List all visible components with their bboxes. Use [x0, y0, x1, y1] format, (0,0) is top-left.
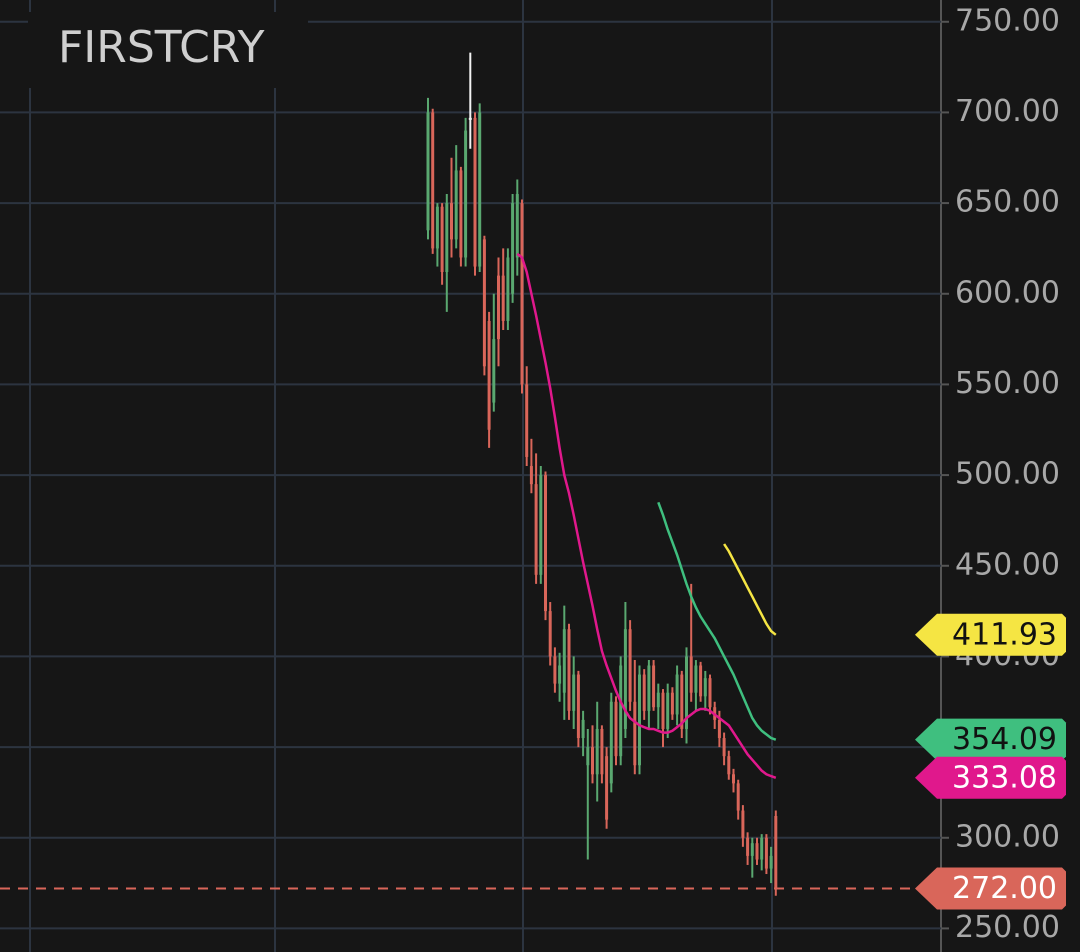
candle-body — [544, 475, 547, 612]
candle-body — [497, 275, 500, 340]
candle-body — [473, 117, 477, 267]
candle-body — [459, 170, 463, 258]
candle-body — [591, 747, 594, 775]
candle-body — [680, 674, 684, 729]
candle-body — [609, 701, 613, 784]
y-tick-label: 700.00 — [955, 94, 1060, 129]
candle-body — [548, 611, 552, 657]
candle-body — [440, 206, 444, 272]
candle-body — [581, 719, 585, 739]
candle-body — [492, 339, 496, 403]
candle-body — [628, 629, 632, 702]
candle-body — [750, 843, 754, 856]
plot — [0, 20, 941, 930]
price-marker-label: 272.00 — [952, 871, 1057, 906]
y-tick-label: 650.00 — [955, 185, 1060, 220]
y-tick-label: 600.00 — [955, 275, 1060, 310]
price-marker-label: 354.09 — [952, 722, 1057, 757]
candle-body — [732, 774, 735, 784]
candle-body — [567, 629, 571, 711]
candle-body — [727, 756, 731, 775]
moving-average-line — [516, 252, 777, 779]
y-tick-label: 300.00 — [955, 819, 1060, 854]
chart-title: FIRSTCRY — [58, 22, 265, 73]
candle-body — [647, 665, 651, 711]
candle-body — [619, 665, 623, 757]
candle-body — [717, 719, 721, 739]
candle-body — [623, 629, 627, 729]
title-box — [28, 12, 308, 88]
candle-body — [539, 475, 543, 575]
candle-body — [741, 810, 745, 838]
candle-body — [464, 130, 468, 258]
candle-body — [525, 384, 529, 457]
candle-body — [736, 783, 740, 811]
candle-body — [638, 674, 641, 766]
candle-body — [595, 728, 599, 775]
candle-body — [722, 738, 726, 757]
candle-body — [652, 665, 656, 708]
price-marker — [915, 718, 1066, 761]
candle-body — [600, 728, 604, 775]
price-marker-label: 333.08 — [952, 760, 1057, 795]
candle-body — [666, 692, 670, 729]
moving-average-line — [723, 543, 777, 636]
candle-body — [482, 239, 486, 367]
candle-body — [487, 320, 491, 430]
price-marker — [915, 613, 1066, 656]
candle-body — [708, 678, 712, 708]
candle-body — [431, 112, 435, 249]
candle-body — [553, 656, 557, 684]
candle-body — [435, 206, 439, 249]
candle-body — [501, 275, 505, 321]
candle-body — [642, 674, 646, 711]
candle-body — [755, 843, 759, 860]
candle-body — [529, 466, 533, 485]
candle-body — [515, 194, 519, 258]
candle-body — [694, 665, 698, 693]
price-marker-label: 411.93 — [952, 617, 1057, 652]
candle-body — [562, 629, 566, 693]
y-tick-label: 550.00 — [955, 366, 1060, 401]
candle-body — [426, 112, 430, 231]
candle-body — [520, 203, 524, 385]
candle-body — [614, 701, 618, 757]
candle-body — [468, 117, 472, 120]
y-tick-label: 450.00 — [955, 547, 1060, 582]
candle-body — [558, 665, 562, 684]
candle-body — [478, 112, 482, 267]
candle-body — [769, 855, 773, 869]
candle-body — [661, 692, 665, 729]
candle-body — [511, 203, 515, 294]
candle-body — [746, 837, 750, 856]
candle-body — [774, 816, 778, 889]
candle-body — [445, 203, 449, 272]
price-marker — [915, 756, 1066, 799]
candle-body — [699, 665, 703, 697]
candle-body — [670, 692, 674, 715]
candle-body — [764, 837, 768, 869]
y-tick-label: 500.00 — [955, 457, 1060, 492]
candle-body — [689, 656, 693, 693]
y-tick-label: 250.00 — [955, 910, 1060, 945]
candle-body — [572, 674, 576, 711]
candle-body — [656, 692, 660, 708]
candle-body — [605, 756, 609, 820]
moving-average-line — [657, 501, 777, 741]
candle-body — [675, 674, 679, 715]
candle-body — [576, 674, 580, 739]
candle-body — [703, 678, 707, 697]
candle-body — [760, 837, 764, 860]
y-tick-label: 750.00 — [955, 3, 1060, 38]
candle-body — [633, 701, 637, 766]
candle-body — [454, 170, 458, 240]
price-marker — [915, 867, 1066, 910]
candle-body — [506, 257, 510, 321]
candle-body — [685, 656, 688, 729]
candle-body — [534, 484, 538, 575]
candle-body — [586, 747, 590, 766]
candle-body — [450, 203, 453, 240]
